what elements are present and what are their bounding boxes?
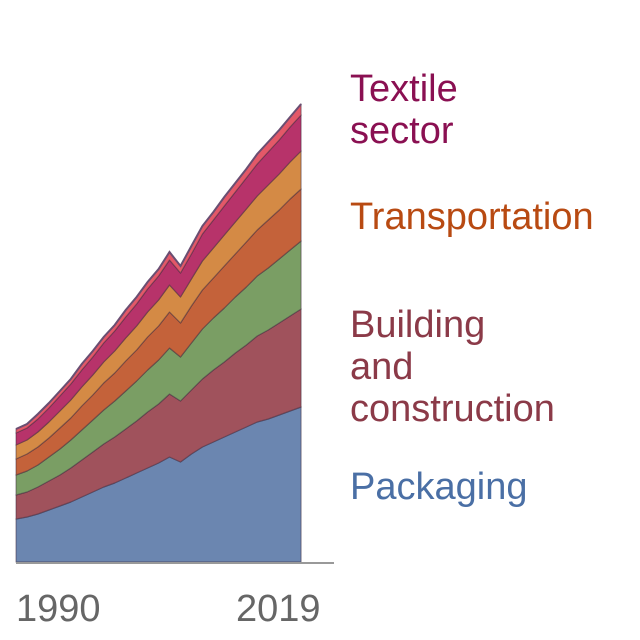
series-label-transportation: Transportation [350,196,594,238]
x-tick-label-2019: 2019 [236,588,321,630]
series-label-building-and-construction: Building and construction [350,304,555,430]
series-label-textile-sector: Textile sector [350,68,458,152]
total-outline [15,103,302,430]
x-tick-label-1990: 1990 [16,588,101,630]
series-label-packaging: Packaging [350,466,528,508]
